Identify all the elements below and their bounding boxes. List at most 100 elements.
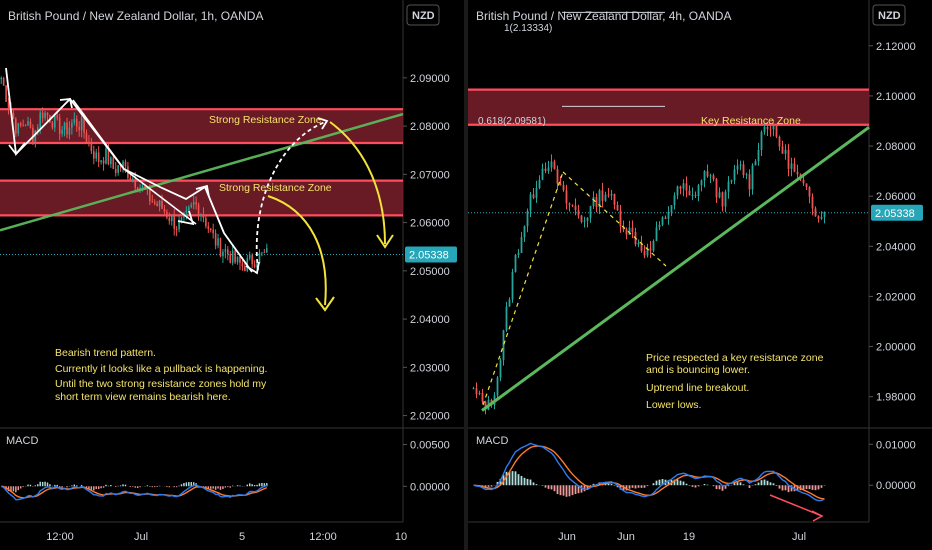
candle-body	[784, 149, 787, 154]
candle-body	[523, 226, 526, 238]
candle-body	[697, 185, 700, 196]
candle-body	[27, 121, 29, 126]
candle-body	[102, 160, 105, 164]
candle-body	[188, 207, 190, 211]
candle-body	[607, 194, 610, 196]
candle-body	[207, 226, 210, 229]
left-yellow-arrowhead-lower	[315, 296, 335, 312]
candle-body	[817, 216, 820, 219]
candle-body	[574, 205, 577, 211]
left-currency-button[interactable]	[406, 4, 440, 26]
candle-body	[166, 211, 168, 218]
candle-body	[68, 127, 71, 135]
left-chart-panel: Strong Resistance Zone Strong Resistance…	[0, 0, 464, 550]
candle-body	[472, 388, 475, 390]
left-candles	[0, 76, 268, 273]
candle-body	[673, 195, 676, 206]
candle-body	[163, 208, 166, 212]
candle-body	[105, 148, 107, 164]
candle-body	[2, 77, 5, 86]
candle-body	[15, 119, 17, 134]
right-currency-button[interactable]	[872, 4, 906, 26]
left-resistance-zone-lower	[0, 179, 403, 217]
candle-body	[151, 201, 154, 203]
left-zigzag-leg	[204, 186, 225, 234]
candle-body	[499, 360, 502, 378]
candle-body	[256, 263, 258, 267]
candle-body	[526, 210, 529, 227]
candle-body	[75, 118, 78, 127]
left-macd-axis[interactable]: 0.00500 0.00000	[403, 440, 450, 494]
candle-body	[149, 187, 151, 202]
right-note-line-3: Uptrend line breakout.	[646, 382, 749, 394]
macd-tick-label: 0.01000	[876, 439, 916, 451]
price-tick-label: 2.08000	[876, 141, 916, 153]
candle-body	[619, 210, 622, 227]
right-macd-axis[interactable]: 0.01000 0.00000	[869, 439, 916, 492]
candle-body	[258, 252, 261, 264]
candle-body	[715, 179, 718, 198]
right-price-axis[interactable]: 2.12000 2.10000 2.08000 2.06000 2.04000 2.020…	[869, 41, 916, 404]
candle-body	[637, 242, 640, 245]
candle-body	[161, 200, 163, 209]
candle-body	[727, 181, 730, 192]
candle-body	[793, 163, 796, 172]
left-zigzag-leg	[72, 99, 125, 170]
right-note-line-2: and is bouncing lower.	[646, 364, 750, 376]
right-macd-pane	[473, 442, 826, 502]
candle-body	[583, 220, 586, 222]
candle-body	[124, 161, 127, 167]
right-chart-panel: 1(2.13334) 0.618(2.09581) Key Resistance…	[468, 0, 932, 543]
candle-body	[631, 227, 634, 232]
candle-body	[475, 388, 478, 395]
candle-body	[811, 196, 814, 209]
candle-body	[66, 122, 68, 135]
candle-body	[625, 229, 628, 235]
candle-body	[175, 228, 178, 230]
candle-body	[616, 204, 619, 211]
left-macd-pane	[0, 481, 268, 501]
candle-body	[823, 211, 826, 217]
candle-body	[781, 146, 784, 154]
left-note-line-4: short term view remains bearish here.	[55, 391, 231, 403]
candle-body	[571, 204, 574, 206]
candle-body	[730, 180, 733, 182]
candle-body	[22, 125, 24, 127]
price-tick-label: 2.03000	[410, 362, 450, 374]
left-zigzag-arrowhead-5	[245, 261, 260, 275]
candle-body	[200, 214, 202, 217]
right-note-line-1: Price respected a key resistance zone	[646, 352, 824, 364]
candle-body	[107, 148, 110, 165]
candle-body	[517, 252, 520, 256]
candle-body	[192, 202, 195, 205]
candle-body	[484, 401, 487, 410]
candle-body	[251, 255, 253, 265]
left-zigzag-leg	[123, 168, 197, 225]
right-fib-level-1-label: 1(2.13334)	[504, 23, 552, 34]
right-key-resistance-zone	[468, 88, 869, 126]
candle-body	[664, 217, 667, 219]
candle-body	[544, 168, 547, 171]
candle-body	[73, 118, 76, 123]
candle-body	[85, 132, 88, 143]
left-currency-label: NZD	[412, 10, 435, 22]
left-note-line-3: Until the two strong resistance zones ho…	[55, 378, 267, 390]
right-time-axis[interactable]: Jun Jun 19 Jul	[558, 531, 806, 543]
candle-body	[44, 112, 46, 119]
left-note-line-2: Currently it looks like a pullback is ha…	[55, 363, 267, 375]
left-price-axis[interactable]: 2.09000 2.08000 2.07000 2.06000 2.05000 2.040…	[403, 73, 450, 423]
candle-body	[212, 229, 214, 234]
candle-body	[586, 217, 589, 221]
candle-body	[253, 264, 256, 267]
candle-body	[667, 211, 670, 219]
candle-body	[209, 228, 212, 230]
left-time-axis[interactable]: 12:00 Jul 5 12:00 10	[46, 531, 407, 543]
candle-body	[97, 152, 100, 162]
left-last-price-badge	[405, 246, 457, 263]
candle-body	[5, 85, 7, 102]
candle-body	[134, 178, 137, 188]
price-tick-label: 2.12000	[876, 41, 916, 53]
candle-body	[505, 306, 508, 331]
candle-body	[224, 249, 227, 252]
